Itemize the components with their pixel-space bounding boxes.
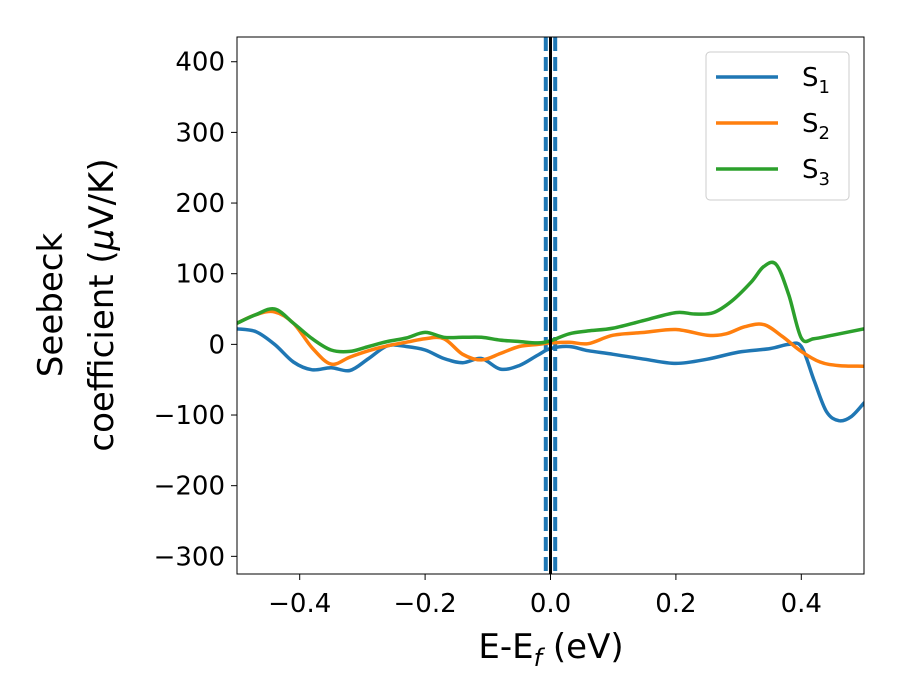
x-tick-label: −0.2 — [394, 589, 457, 619]
series-line-s3 — [237, 260, 864, 354]
legend-items: S1 S2 S3 — [716, 63, 830, 190]
x-tick-label: 0.2 — [655, 589, 696, 619]
x-tick-label: −0.4 — [268, 589, 331, 619]
legend: S1 S2 S3 — [705, 51, 850, 201]
y-tick-label: 0 — [208, 330, 225, 360]
series-line-s1 — [237, 327, 864, 423]
y-tick-label: 400 — [175, 48, 225, 78]
x-axis-label: E-Ef (eV) — [478, 627, 623, 672]
y-axis-label: Seebeck coefficient (μV/K) — [31, 158, 122, 451]
y-tick-label: −300 — [154, 542, 225, 572]
series-line-s2 — [237, 309, 864, 369]
y-tick-label: −100 — [154, 401, 225, 431]
series-layer — [237, 260, 864, 423]
y-tick-label: 200 — [175, 189, 225, 219]
x-axis-ticks: −0.4 −0.2 0.0 0.2 0.4 — [268, 574, 822, 619]
y-tick-label: 300 — [175, 118, 225, 148]
y-axis-label-line1: Seebeck — [31, 233, 71, 378]
y-axis-ticks: −300 −200 −100 0 100 200 300 400 — [154, 48, 237, 572]
x-tick-label: 0.4 — [781, 589, 822, 619]
legend-label-s1: S1 — [802, 63, 830, 98]
y-tick-label: 100 — [175, 260, 225, 290]
legend-label-s3: S3 — [802, 155, 830, 190]
window-lines — [543, 37, 558, 574]
y-tick-label: −200 — [154, 472, 225, 502]
y-axis-label-line2: coefficient (μV/K) — [82, 158, 122, 451]
legend-label-s2: S2 — [802, 109, 830, 144]
legend-box — [705, 51, 850, 201]
x-tick-label: 0.0 — [530, 589, 571, 619]
